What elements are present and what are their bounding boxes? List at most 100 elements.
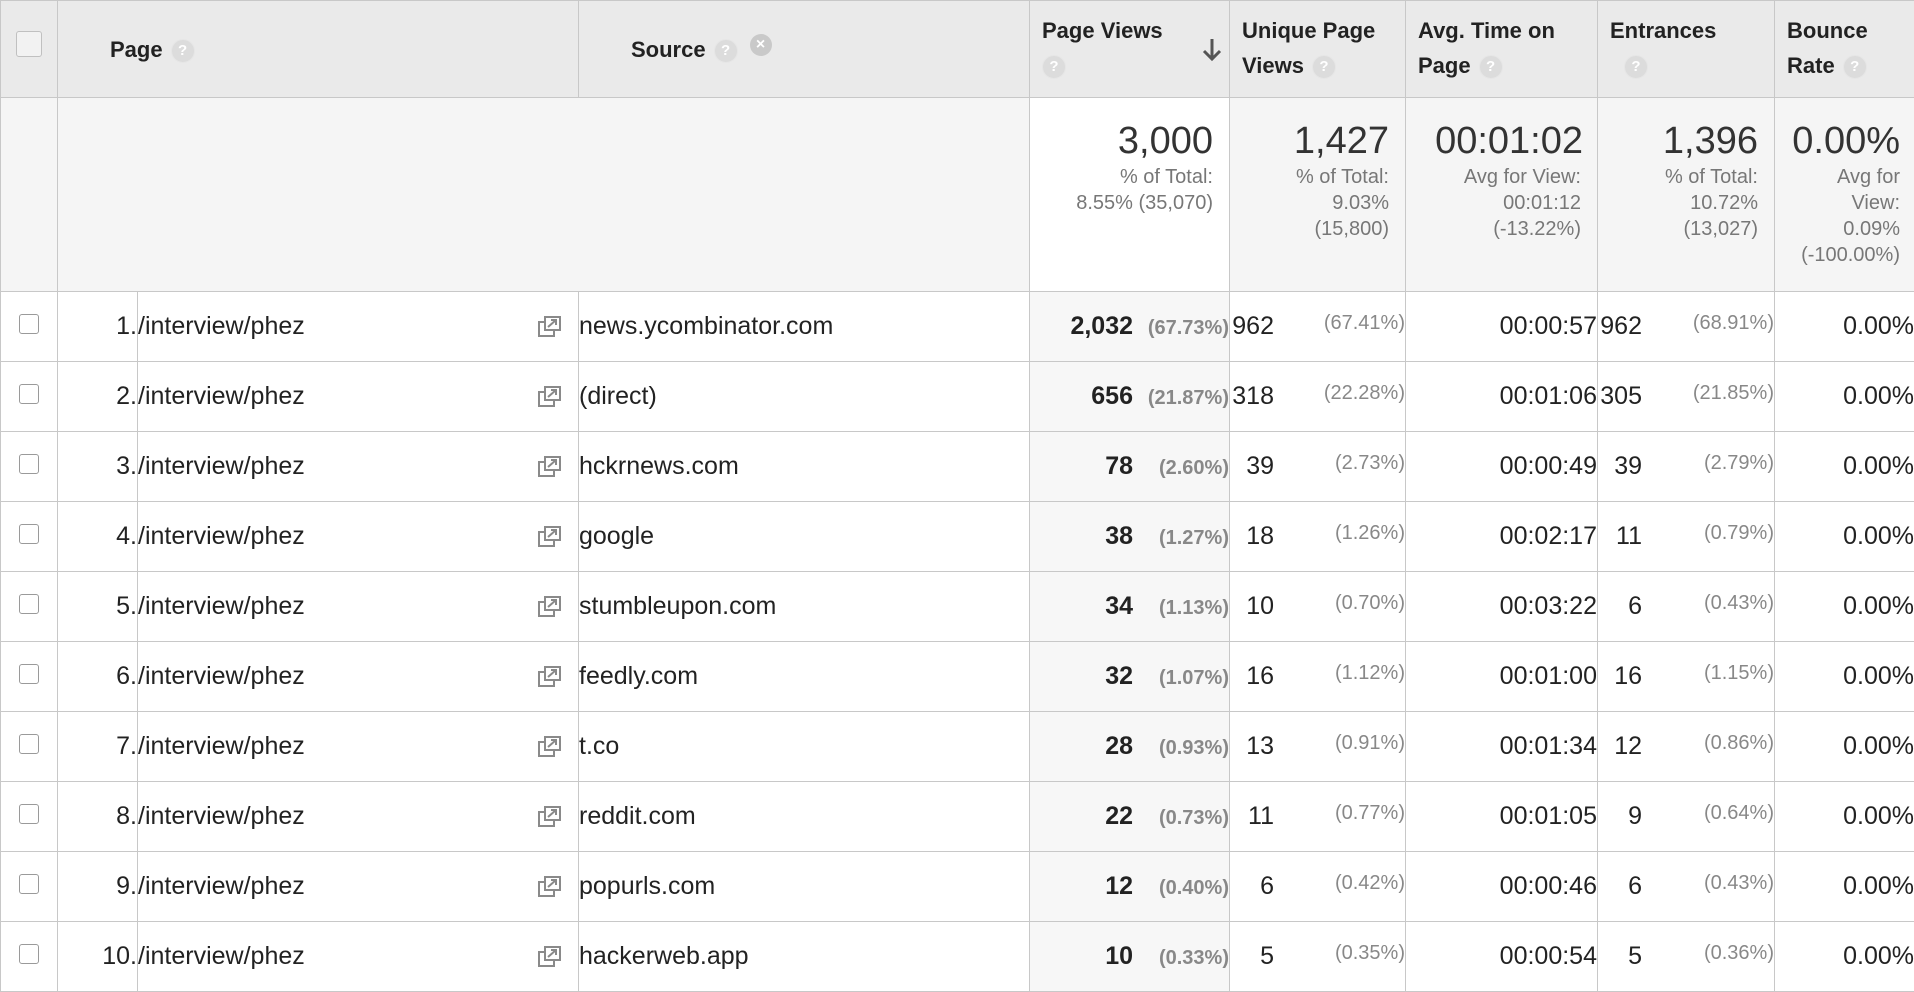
open-page-icon[interactable]	[538, 806, 562, 828]
row-checkbox-cell	[1, 292, 58, 362]
unique-page-views-cell: 16(1.12%)	[1230, 642, 1406, 712]
open-page-icon[interactable]	[538, 526, 562, 548]
source-column-header[interactable]: Source?×	[579, 1, 1030, 98]
open-page-icon[interactable]	[538, 456, 562, 478]
open-page-icon[interactable]	[538, 736, 562, 758]
page-views-column-header[interactable]: Page Views ?	[1030, 1, 1230, 98]
total-avg-time: 00:01:02 Avg for View: 00:01:12 (-13.22%…	[1406, 98, 1598, 292]
entrances-cell: 962(68.91%)	[1598, 292, 1775, 362]
unique-page-views-percent: (0.91%)	[1319, 732, 1405, 755]
row-checkbox[interactable]	[19, 734, 39, 754]
row-checkbox[interactable]	[19, 804, 39, 824]
help-icon[interactable]: ?	[1624, 55, 1648, 79]
open-page-icon[interactable]	[538, 386, 562, 408]
remove-dimension-icon[interactable]: ×	[750, 34, 772, 56]
entrances-value: 12	[1598, 732, 1642, 761]
row-checkbox[interactable]	[19, 874, 39, 894]
entrances-value: 6	[1598, 592, 1642, 621]
row-checkbox[interactable]	[19, 594, 39, 614]
help-icon[interactable]: ?	[171, 39, 195, 63]
table-row: 5. /interview/phez stumbleupon.com 34(1.…	[1, 572, 1914, 642]
help-icon[interactable]: ?	[1042, 55, 1066, 79]
row-checkbox[interactable]	[19, 944, 39, 964]
table-body: 1. /interview/phez news.ycombinator.com …	[1, 292, 1914, 992]
avg-time-value: 00:02:17	[1500, 522, 1597, 550]
row-checkbox[interactable]	[19, 384, 39, 404]
entrances-percent: (0.43%)	[1688, 872, 1774, 895]
help-icon[interactable]: ?	[714, 39, 738, 63]
help-icon[interactable]: ?	[1843, 55, 1867, 79]
page-views-percent: (0.73%)	[1133, 807, 1229, 830]
bounce-rate-cell: 0.00%	[1775, 362, 1914, 432]
page-views-cell: 28(0.93%)	[1030, 712, 1230, 782]
unique-page-views-cell: 318(22.28%)	[1230, 362, 1406, 432]
unique-page-views-percent: (22.28%)	[1319, 382, 1405, 405]
open-page-icon[interactable]	[538, 876, 562, 898]
unique-page-views-value: 18	[1230, 522, 1274, 551]
page-column-header[interactable]: Page?	[58, 1, 579, 98]
page-link[interactable]: /interview/phez	[138, 662, 305, 691]
row-index: 8.	[58, 782, 138, 852]
bounce-rate-column-header[interactable]: Bounce Rate?	[1775, 1, 1914, 98]
source-value: hackerweb.app	[579, 942, 749, 970]
page-link[interactable]: /interview/phez	[138, 312, 305, 341]
entrances-value: 5	[1598, 942, 1642, 971]
total-entrances: 1,396 % of Total: 10.72% (13,027)	[1598, 98, 1775, 292]
entrances-column-header[interactable]: Entrances ?	[1598, 1, 1775, 98]
bounce-rate-value: 0.00%	[1843, 732, 1914, 760]
row-index: 9.	[58, 852, 138, 922]
unique-page-views-value: 10	[1230, 592, 1274, 621]
unique-page-views-label-line2: Views	[1242, 53, 1304, 78]
row-checkbox[interactable]	[19, 524, 39, 544]
total-page-views-value: 3,000	[1030, 98, 1229, 160]
select-all-checkbox[interactable]	[16, 31, 42, 57]
open-page-icon[interactable]	[538, 946, 562, 968]
page-link[interactable]: /interview/phez	[138, 942, 305, 971]
row-checkbox[interactable]	[19, 454, 39, 474]
open-page-icon[interactable]	[538, 596, 562, 618]
entrances-percent: (0.36%)	[1688, 942, 1774, 965]
page-link[interactable]: /interview/phez	[138, 382, 305, 411]
unique-page-views-cell: 10(0.70%)	[1230, 572, 1406, 642]
avg-time-cell: 00:02:17	[1406, 502, 1598, 572]
bounce-rate-value: 0.00%	[1843, 522, 1914, 550]
avg-time-cell: 00:01:06	[1406, 362, 1598, 432]
page-link[interactable]: /interview/phez	[138, 522, 305, 551]
source-cell: reddit.com	[579, 782, 1030, 852]
page-cell: /interview/phez	[138, 432, 579, 502]
unique-page-views-percent: (0.35%)	[1319, 942, 1405, 965]
total-entrances-value: 1,396	[1598, 98, 1774, 160]
avg-time-value: 00:01:00	[1500, 662, 1597, 690]
page-link[interactable]: /interview/phez	[138, 452, 305, 481]
page-views-cell: 78(2.60%)	[1030, 432, 1230, 502]
page-link[interactable]: /interview/phez	[138, 802, 305, 831]
page-link[interactable]: /interview/phez	[138, 732, 305, 761]
page-column-label: Page	[110, 37, 163, 62]
row-checkbox[interactable]	[19, 664, 39, 684]
avg-time-cell: 00:00:49	[1406, 432, 1598, 502]
table-row: 1. /interview/phez news.ycombinator.com …	[1, 292, 1914, 362]
open-page-icon[interactable]	[538, 666, 562, 688]
page-views-percent: (67.73%)	[1133, 317, 1229, 340]
table-row: 8. /interview/phez reddit.com 22(0.73%) …	[1, 782, 1914, 852]
source-cell: google	[579, 502, 1030, 572]
bounce-rate-value: 0.00%	[1843, 872, 1914, 900]
page-link[interactable]: /interview/phez	[138, 872, 305, 901]
avg-time-column-header[interactable]: Avg. Time on Page?	[1406, 1, 1598, 98]
help-icon[interactable]: ?	[1312, 55, 1336, 79]
open-page-icon[interactable]	[538, 316, 562, 338]
unique-page-views-cell: 13(0.91%)	[1230, 712, 1406, 782]
page-link[interactable]: /interview/phez	[138, 592, 305, 621]
row-checkbox[interactable]	[19, 314, 39, 334]
source-value: news.ycombinator.com	[579, 312, 833, 340]
help-icon[interactable]: ?	[1479, 55, 1503, 79]
entrances-cell: 39(2.79%)	[1598, 432, 1775, 502]
entrances-cell: 6(0.43%)	[1598, 572, 1775, 642]
avg-time-cell: 00:00:46	[1406, 852, 1598, 922]
bounce-rate-label-line1: Bounce	[1787, 18, 1868, 43]
unique-page-views-cell: 11(0.77%)	[1230, 782, 1406, 852]
unique-page-views-column-header[interactable]: Unique Page Views?	[1230, 1, 1406, 98]
bounce-rate-cell: 0.00%	[1775, 292, 1914, 362]
avg-time-value: 00:01:05	[1500, 802, 1597, 830]
sort-descending-icon[interactable]	[1201, 37, 1223, 63]
